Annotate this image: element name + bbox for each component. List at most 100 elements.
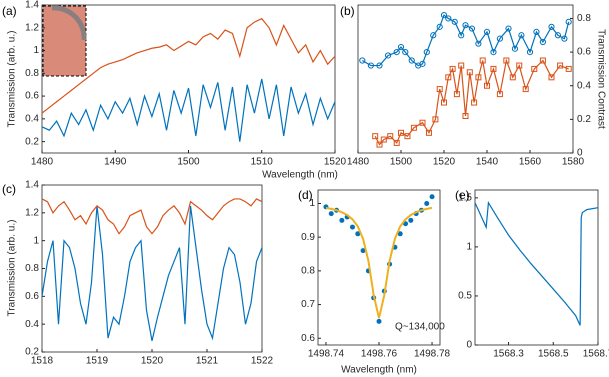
marker [376,141,383,148]
series-line [361,14,570,67]
panel-label: (d) [298,188,313,202]
x-tick-label: 1520 [324,157,347,168]
y2-tick-label: 0.4 [577,80,591,91]
marker [410,124,417,131]
marker [441,99,447,106]
marker [475,74,482,81]
marker [462,22,469,29]
x-tick-label: 1480 [31,157,54,168]
marker [522,86,529,93]
y-tick-label: 0.2 [25,136,39,147]
marker [432,116,439,123]
data-point [349,224,355,230]
y-tick-label: 0 [466,340,472,351]
marker [367,62,374,69]
series-line [41,198,263,235]
marker [496,91,503,98]
marker [397,43,405,51]
x-tick-label: 1500 [177,157,200,168]
x-tick-label: 1498.74 [308,349,345,360]
data-point [339,217,345,223]
y-axis-label: Transmission (arb. u.) [7,31,18,128]
marker [398,129,404,136]
marker [458,32,465,39]
panel-label: (e) [455,188,470,202]
y-tick-label: 0.6 [25,91,39,102]
data-point [328,211,334,217]
marker [376,62,383,69]
y2-tick-label: 0 [577,148,583,159]
panel-label: (b) [340,4,355,18]
marker [505,25,512,32]
data-point [376,318,382,324]
y-tick-label: 1.4 [25,0,39,11]
marker [475,40,482,47]
series-line [325,206,433,319]
x-tick-label: 1522 [251,356,274,367]
y-tick-label: 1 [33,235,39,246]
series-line [474,200,599,326]
marker [484,82,490,89]
marker [404,133,411,140]
x-tick-label: 1498.78 [414,349,451,360]
marker [561,35,568,42]
y-tick-label: 0.8 [301,266,315,277]
panel-label: (c) [2,182,16,196]
panel-label: (a) [2,4,17,18]
marker [526,48,534,56]
marker [408,57,415,64]
marker [445,74,452,81]
y-tick-label: 1.4 [25,180,39,191]
marker [565,65,572,72]
marker [539,38,547,46]
series-line [41,78,336,142]
x-tick-label: 1480 [347,157,370,168]
y-tick-label: 1 [309,198,315,209]
marker [436,23,443,30]
marker [393,48,400,56]
marker [548,23,555,30]
marker [518,32,525,39]
y-tick-label: 1.2 [25,22,39,33]
marker [490,65,497,72]
marker [548,74,555,81]
marker [483,28,491,36]
marker [511,45,519,52]
x-axis-label: Wavelength (nm) [262,170,338,181]
y-tick-label: 0.2 [25,347,39,358]
series-line [374,58,569,146]
y-tick-label: 0.8 [25,68,39,79]
x-tick-label: 1568.7 [583,349,609,360]
y-axis-label: Transmission (arb. u.) [7,220,18,317]
series-line [41,205,263,342]
marker [449,65,456,72]
plot-frame [357,4,574,154]
marker [557,62,564,69]
x-tick-label: 1510 [251,157,274,168]
y-tick-label: 0.5 [458,291,472,302]
marker [496,35,503,42]
inset-image [42,5,87,77]
x-tick-label: 1518 [31,356,54,367]
marker [402,48,409,56]
data-point [397,231,403,237]
marker [531,65,538,72]
y2-axis-label: Transmission Contrast [595,29,606,129]
inset-frame [42,5,87,77]
y2-tick-label: 0.6 [577,47,591,58]
x-tick-label: 1520 [141,356,164,367]
marker [451,18,458,25]
x-tick-label: 1520 [433,157,456,168]
marker [516,62,523,69]
marker [425,129,432,136]
y-tick-label: 0.9 [301,232,315,243]
y2-tick-label: 0.8 [577,13,591,24]
y-tick-label: 0.6 [301,333,315,344]
y-tick-label: 0.4 [25,113,39,124]
marker [490,48,497,56]
marker [393,139,400,146]
marker [423,48,430,56]
marker [430,32,437,39]
marker [445,15,452,22]
